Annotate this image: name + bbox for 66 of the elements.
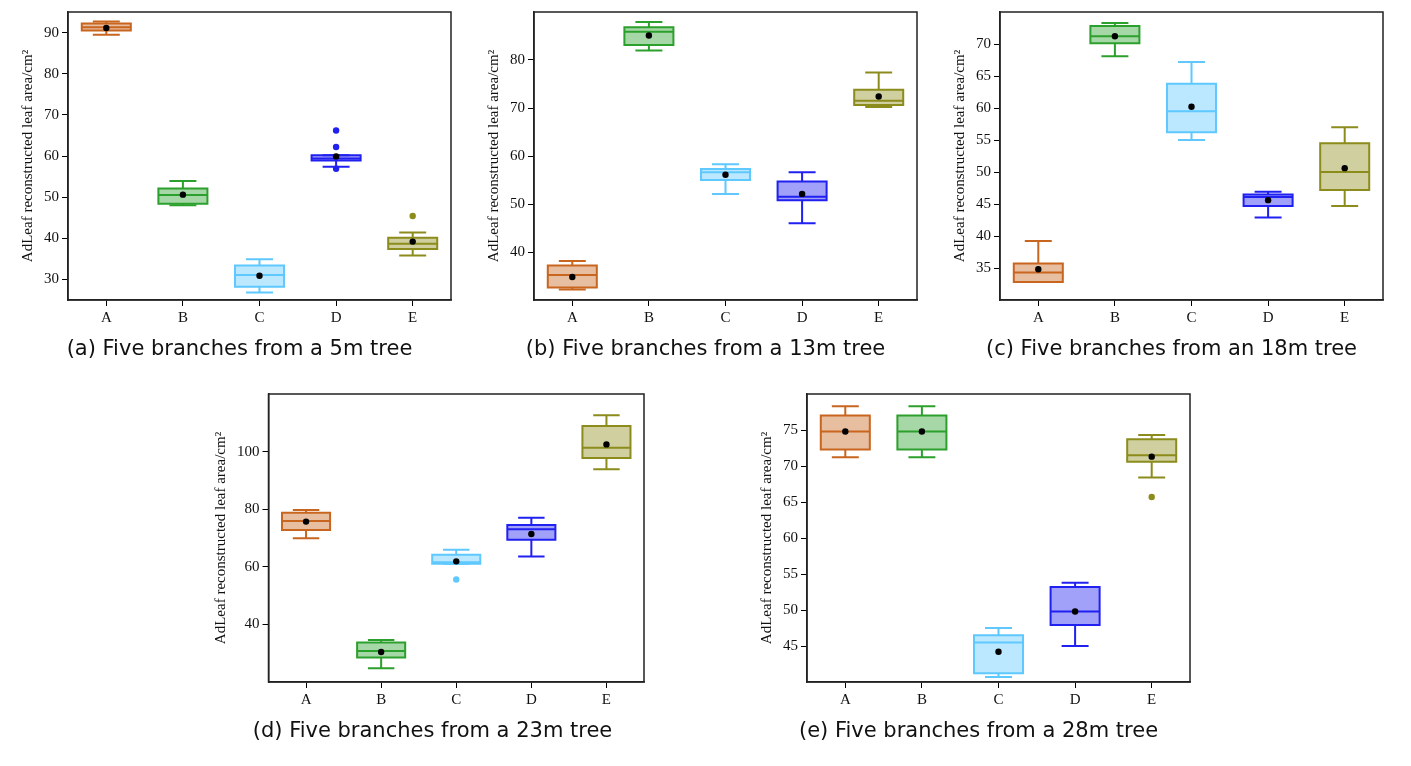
x-tick-label: E bbox=[1339, 308, 1349, 325]
x-tick-label: D bbox=[796, 308, 808, 325]
x-tick-label: E bbox=[601, 690, 611, 707]
y-tick-label: 55 bbox=[975, 130, 991, 147]
y-tick-label: 75 bbox=[782, 420, 798, 437]
y-tick-label: 40 bbox=[509, 242, 525, 259]
x-tick-label: B bbox=[643, 308, 654, 325]
y-tick-label: 50 bbox=[975, 162, 991, 179]
y-tick-label: 40 bbox=[975, 226, 991, 243]
y-axis-title: AdLeaf reconstructed leaf area/cm² bbox=[484, 49, 501, 263]
y-tick-label: 60 bbox=[975, 98, 991, 115]
x-tick-label: D bbox=[1069, 690, 1081, 707]
y-tick-label: 50 bbox=[509, 194, 525, 211]
text: (b) Five branches from a 13m tree bbox=[525, 336, 886, 360]
y-axis-title: AdLeaf reconstructed leaf area/cm² bbox=[950, 49, 967, 263]
text: (d) Five branches from a 23m tree bbox=[252, 718, 613, 742]
y-tick-label: 65 bbox=[975, 66, 991, 83]
y-tick-label: 65 bbox=[782, 492, 798, 509]
x-tick-label: A bbox=[566, 308, 578, 325]
x-tick-label: A bbox=[300, 690, 312, 707]
y-tick-label: 70 bbox=[975, 34, 991, 51]
y-tick-label: 60 bbox=[782, 528, 798, 545]
text: (e) Five branches from a 28m tree bbox=[798, 718, 1159, 742]
x-tick-label: C bbox=[992, 690, 1004, 707]
y-tick-label: 70 bbox=[43, 105, 59, 122]
y-tick-label: 70 bbox=[782, 456, 798, 473]
y-tick-label: 50 bbox=[43, 188, 59, 205]
y-tick-label: 50 bbox=[782, 600, 798, 617]
x-tick-label: E bbox=[407, 308, 417, 325]
y-tick-label: 40 bbox=[43, 229, 59, 246]
x-tick-label: D bbox=[1262, 308, 1274, 325]
x-tick-label: C bbox=[1185, 308, 1197, 325]
y-tick-label: 80 bbox=[43, 64, 59, 81]
x-tick-label: B bbox=[1109, 308, 1120, 325]
x-tick-label: D bbox=[525, 690, 537, 707]
y-axis-title: AdLeaf reconstructed leaf area/cm² bbox=[757, 431, 774, 645]
y-tick-label: 30 bbox=[43, 270, 59, 287]
x-tick-label: B bbox=[916, 690, 927, 707]
text: (a) Five branches from a 5m tree bbox=[66, 336, 413, 360]
y-axis-title: AdLeaf reconstructed leaf area/cm² bbox=[18, 49, 35, 263]
y-tick-label: 80 bbox=[509, 50, 525, 67]
y-tick-label: 40 bbox=[244, 615, 259, 632]
x-tick-label: C bbox=[719, 308, 731, 325]
y-tick-label: 60 bbox=[43, 146, 59, 163]
x-tick-label: B bbox=[177, 308, 188, 325]
x-tick-label: A bbox=[100, 308, 112, 325]
x-tick-label: E bbox=[1146, 690, 1156, 707]
y-tick-label: 70 bbox=[509, 98, 525, 115]
x-tick-label: A bbox=[1032, 308, 1044, 325]
y-tick-label: 55 bbox=[782, 564, 798, 581]
x-tick-label: E bbox=[873, 308, 883, 325]
y-tick-label: 60 bbox=[244, 557, 259, 574]
y-tick-label: 60 bbox=[509, 146, 525, 163]
y-tick-label: 35 bbox=[975, 258, 991, 275]
x-tick-label: D bbox=[330, 308, 342, 325]
y-tick-label: 100 bbox=[236, 442, 259, 459]
y-tick-label: 90 bbox=[43, 23, 59, 40]
y-tick-label: 45 bbox=[782, 636, 798, 653]
x-tick-label: C bbox=[450, 690, 461, 707]
y-tick-label: 80 bbox=[244, 500, 259, 517]
x-tick-label: C bbox=[253, 308, 265, 325]
x-tick-label: A bbox=[839, 690, 851, 707]
x-tick-label: B bbox=[375, 690, 386, 707]
text: (c) Five branches from an 18m tree bbox=[985, 336, 1358, 360]
y-tick-label: 45 bbox=[975, 194, 991, 211]
y-axis-title: AdLeaf reconstructed leaf area/cm² bbox=[211, 431, 228, 645]
